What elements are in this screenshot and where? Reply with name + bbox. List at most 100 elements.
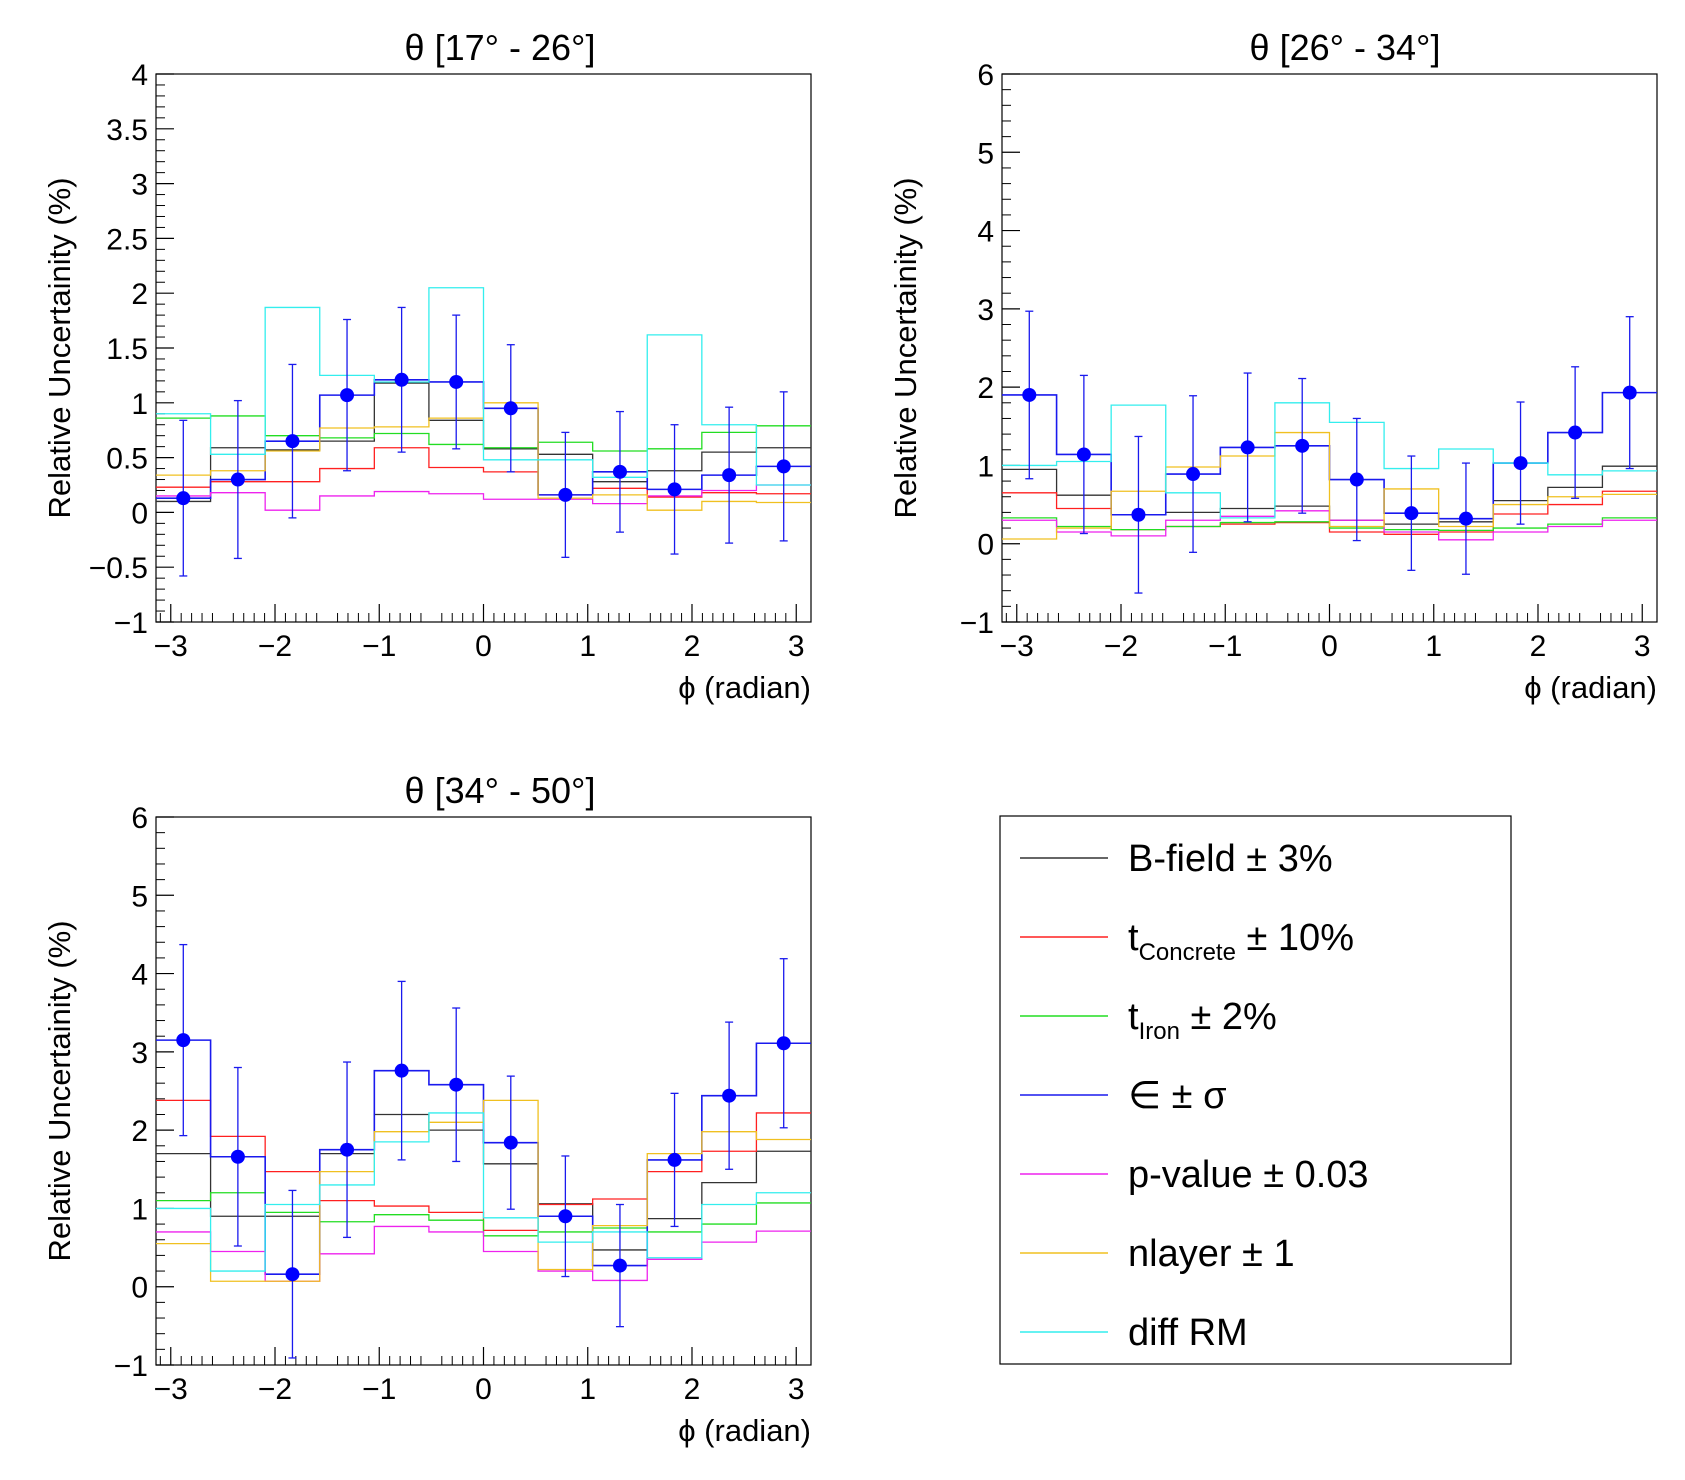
x-tick-label: 3	[788, 630, 805, 663]
x-tick-label: −2	[258, 1373, 292, 1406]
data-point	[449, 1077, 464, 1092]
x-tick-label: 2	[684, 1373, 701, 1406]
y-tick-label: 4	[977, 216, 994, 249]
series-line-diffrm	[156, 1112, 811, 1272]
x-tick-label: 0	[475, 1373, 492, 1406]
y-tick-label: 4	[131, 59, 148, 92]
data-point	[1240, 440, 1255, 455]
x-tick-label: 3	[788, 1373, 805, 1406]
y-tick-label: −1	[114, 1350, 148, 1383]
data-point	[285, 1267, 300, 1282]
legend-label-pval: p-value ± 0.03	[1128, 1154, 1369, 1196]
panel-3-title: θ [34° - 50°]	[405, 770, 596, 811]
data-point	[340, 388, 355, 403]
x-tick-label: 2	[684, 630, 701, 663]
x-tick-label: 2	[1530, 630, 1547, 663]
y-tick-label: 6	[131, 802, 148, 835]
data-point	[722, 1088, 737, 1103]
series-line-diffrm	[156, 287, 811, 486]
x-tick-label: −3	[154, 1373, 188, 1406]
data-point	[776, 459, 791, 474]
data-point	[1131, 507, 1146, 522]
data-point	[1295, 438, 1310, 453]
data-point	[1076, 447, 1091, 462]
y-tick-label: 3.5	[106, 114, 148, 147]
data-point	[1622, 385, 1637, 400]
panel-1-title: θ [17° - 26°]	[405, 27, 596, 68]
data-point	[503, 401, 518, 416]
data-point	[722, 468, 737, 483]
legend-label-bfield: B-field ± 3%	[1128, 838, 1333, 880]
x-tick-label: −2	[1104, 630, 1138, 663]
data-point	[449, 374, 464, 389]
legend-label-tconc: tConcrete ± 10%	[1128, 917, 1354, 966]
data-point	[394, 372, 409, 387]
x-tick-label: 1	[1425, 630, 1442, 663]
y-tick-label: 3	[131, 169, 148, 202]
y-tick-label: 5	[977, 137, 994, 170]
y-tick-label: 0.5	[106, 443, 148, 476]
data-point	[558, 1209, 573, 1224]
x-tick-label: −3	[154, 630, 188, 663]
series-line-nlayer	[1002, 431, 1657, 540]
data-point	[1349, 472, 1364, 487]
panel-1: θ [17° - 26°] Relative Uncertainity (%) …	[42, 27, 812, 705]
x-tick-label: 0	[1321, 630, 1338, 663]
series-line-diffrm	[1002, 402, 1657, 519]
data-point	[667, 482, 682, 497]
y-tick-label: 4	[131, 959, 148, 992]
data-point	[394, 1063, 409, 1078]
x-tick-label: 1	[579, 1373, 596, 1406]
x-tick-label: −1	[362, 1373, 396, 1406]
x-tick-label: 0	[475, 630, 492, 663]
y-tick-label: 0	[977, 529, 994, 562]
series-line-nlayer	[156, 1099, 811, 1282]
y-tick-label: 2	[977, 372, 994, 405]
series-line-pval	[156, 484, 811, 511]
y-tick-label: 1	[977, 450, 994, 483]
y-tick-label: 0	[131, 497, 148, 530]
data-point	[230, 472, 245, 487]
y-tick-label: 2	[131, 1115, 148, 1148]
data-point	[230, 1149, 245, 1164]
panel-2: θ [26° - 34°] Relative Uncertainity (%) …	[888, 27, 1658, 705]
panel-1-ylabel: Relative Uncertainity (%)	[42, 177, 77, 518]
y-tick-label: 1	[131, 1193, 148, 1226]
x-tick-label: −1	[362, 630, 396, 663]
data-point	[285, 434, 300, 449]
legend: B-field ± 3%tConcrete ± 10%tIron ± 2%∈ ±…	[999, 815, 1512, 1365]
data-point	[1568, 425, 1583, 440]
y-tick-label: −0.5	[89, 552, 148, 585]
panel-2-frame	[1001, 73, 1658, 623]
data-point	[667, 1152, 682, 1167]
data-point	[340, 1142, 355, 1157]
legend-label-eps: ∈ ± σ	[1128, 1075, 1227, 1117]
data-point	[558, 487, 573, 502]
data-point	[1186, 467, 1201, 482]
y-tick-label: 0	[131, 1272, 148, 1305]
data-point	[776, 1036, 791, 1051]
series-line-pval	[156, 1225, 811, 1282]
x-tick-label: 3	[1634, 630, 1651, 663]
y-tick-label: 2	[131, 278, 148, 311]
x-tick-label: −1	[1208, 630, 1242, 663]
panel-2-title: θ [26° - 34°]	[1250, 27, 1441, 68]
y-tick-label: 1	[131, 388, 148, 421]
data-point	[1404, 506, 1419, 521]
y-tick-label: 3	[977, 294, 994, 327]
y-tick-label: −1	[960, 607, 994, 640]
y-tick-label: 5	[131, 880, 148, 913]
panel-2-xlabel: ϕ (radian)	[1524, 670, 1657, 705]
y-tick-label: 6	[977, 59, 994, 92]
x-tick-label: −3	[1000, 630, 1034, 663]
x-tick-label: −2	[258, 630, 292, 663]
panel-3-xlabel: ϕ (radian)	[678, 1413, 811, 1448]
y-tick-label: 3	[131, 1037, 148, 1070]
y-tick-label: 2.5	[106, 223, 148, 256]
data-point	[612, 464, 627, 479]
data-point	[176, 1033, 191, 1048]
panel-2-ylabel: Relative Uncertainity (%)	[888, 177, 923, 518]
legend-label-diffrm: diff RM	[1128, 1312, 1248, 1354]
data-point	[1513, 456, 1528, 471]
